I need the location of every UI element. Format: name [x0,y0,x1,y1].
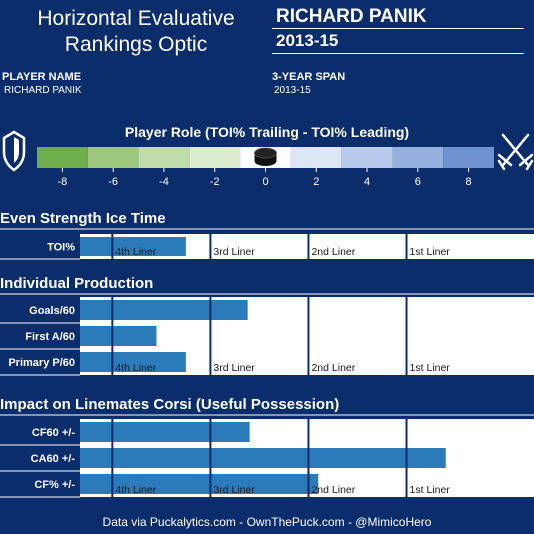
metric-row-label: Primary P/60 [8,357,75,369]
main-title: Horizontal Evaluative Rankings Optic [6,6,266,58]
metric-bar [80,474,319,494]
tier-label: 4th Liner [115,362,156,374]
metric-bar [80,326,157,346]
role-scale-segment [290,147,342,168]
player-name-value: RICHARD PANIK [4,85,82,96]
span-label: 3-YEAR SPAN [272,71,346,83]
tier-label: 4th Liner [115,484,156,496]
tier-label: 4th Liner [115,246,156,258]
metric-bar [80,300,248,320]
tier-label: 1st Liner [410,246,451,258]
metric-row-label: Goals/60 [29,305,75,317]
span-value: 2013-15 [274,85,311,96]
tier-label: 2nd Liner [311,484,355,496]
metric-section: Impact on Linemates Corsi (Useful Posses… [0,396,534,498]
role-tick-label: 6 [415,176,421,188]
tier-label: 3rd Liner [213,362,255,374]
role-tick-label: -8 [57,176,67,188]
tier-label: 3rd Liner [213,484,255,496]
player-name-heading: RICHARD PANIK [272,6,524,29]
role-scale-segment [341,147,393,168]
crossed-swords-icon [497,133,534,171]
role-tick-label: 4 [364,176,370,188]
role-scale-segment [87,147,139,168]
metric-row-label: CF% +/- [34,479,75,491]
tier-label: 2nd Liner [311,362,355,374]
role-title: Player Role (TOI% Trailing - TOI% Leadin… [124,124,410,140]
puck-marker-icon [254,147,277,166]
tier-label: 3rd Liner [213,246,255,258]
role-tick-label: -4 [159,176,169,188]
metric-row-label: CF60 +/- [32,427,75,439]
metric-bar [80,422,250,442]
role-tick-label: -2 [210,176,220,188]
metric-bar [80,237,186,256]
role-scale-segment [189,147,241,168]
tier-label: 2nd Liner [311,246,355,258]
role-tick-label: -6 [108,176,118,188]
metric-section: Individual Production Goals/60 First A/60 P… [0,275,534,376]
footer-credits: Data via Puckalytics.com - OwnThePuck.co… [102,515,432,529]
metric-row-label: CA60 +/- [31,453,76,465]
role-scale-segment [37,147,88,168]
metric-bar [80,448,446,468]
tier-label: 1st Liner [410,362,451,374]
section-title: Even Strength Ice Time [0,210,166,227]
player-name-label: PLAYER NAME [2,71,82,83]
metric-bar [80,352,186,372]
metric-sections: Even Strength Ice Time TOI% 4th Liner 3rd L… [0,210,534,498]
metric-row-label: TOI% [47,242,75,254]
role-tick-label: 8 [466,176,472,188]
role-scale-segment [138,147,190,168]
section-title: Impact on Linemates Corsi (Useful Posses… [0,396,339,413]
role-tick-label: 2 [313,176,319,188]
metric-row-label: First A/60 [25,331,75,343]
shield-icon [2,130,26,172]
player-header: RICHARD PANIK 2013-15 [272,6,524,54]
role-scale-segment [443,147,494,168]
role-scale: -8 -6 -4 -2 0 2 4 6 8 [37,147,494,188]
main-title-line1: Horizontal Evaluative [37,7,235,30]
section-title: Individual Production [0,275,153,292]
season-heading: 2013-15 [272,29,524,54]
role-tick-label: 0 [262,176,268,188]
role-scale-segment [392,147,444,168]
metric-section: Even Strength Ice Time TOI% 4th Liner 3rd L… [0,210,534,260]
tier-label: 1st Liner [410,484,451,496]
main-title-line2: Rankings Optic [64,33,208,56]
